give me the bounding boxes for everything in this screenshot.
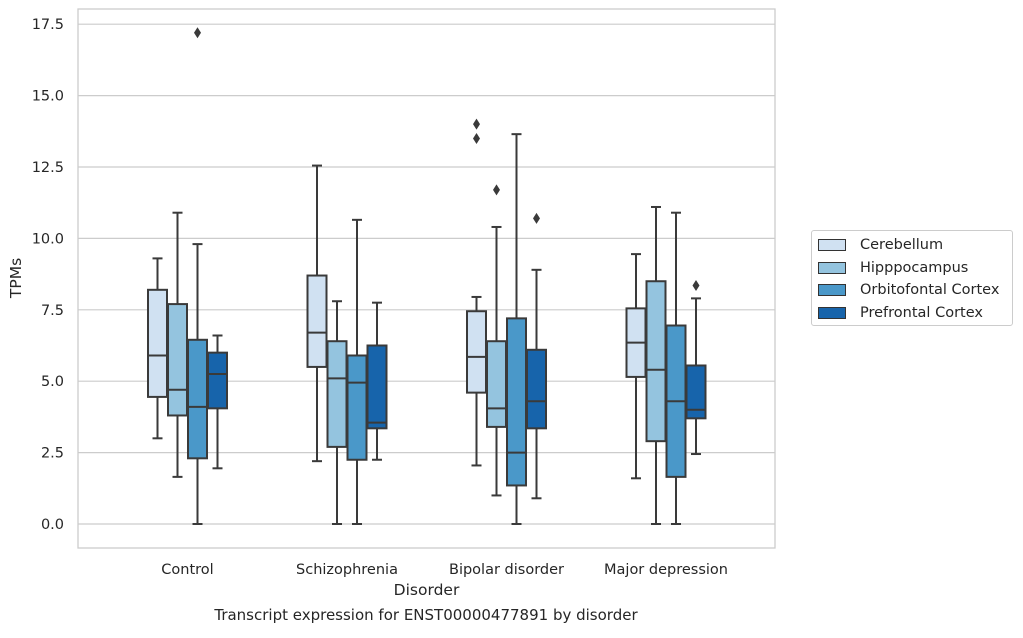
plot-frame xyxy=(77,8,776,549)
legend-swatch xyxy=(818,239,846,252)
box-orbitofontal-cortex-3 xyxy=(665,211,687,525)
box-hipppocampus-1 xyxy=(326,300,348,525)
box-prefrontal-cortex-2 xyxy=(526,212,547,500)
box-iqr xyxy=(346,354,368,461)
legend-item: Hipppocampus xyxy=(818,257,1012,280)
y-tick-label: 10.0 xyxy=(32,231,64,247)
box-cerebellum-0 xyxy=(147,257,168,440)
x-axis-label: Disorder xyxy=(394,581,460,599)
box-iqr xyxy=(506,317,527,487)
box-orbitofontal-cortex-2 xyxy=(506,133,527,525)
y-tick-label: 17.5 xyxy=(32,17,64,33)
x-tick-label: Control xyxy=(161,562,213,578)
box-iqr xyxy=(187,338,208,460)
outlier-point xyxy=(194,27,201,39)
box-hipppocampus-2 xyxy=(486,184,507,497)
box-iqr xyxy=(306,274,328,368)
box-cerebellum-1 xyxy=(306,164,328,463)
legend-swatch xyxy=(818,284,846,297)
legend: Cerebellum Hipppocampus Orbitofontal Corte… xyxy=(811,230,1013,326)
outlier-point xyxy=(473,118,480,130)
legend-swatch xyxy=(818,306,846,319)
box-iqr xyxy=(167,303,188,417)
box-prefrontal-cortex-3 xyxy=(685,280,707,456)
outlier-point xyxy=(533,212,540,224)
legend-item: Cerebellum xyxy=(818,234,1012,257)
x-tick-label: Major depression xyxy=(604,562,728,578)
box-iqr xyxy=(466,310,487,394)
y-tick-label: 7.5 xyxy=(41,303,64,319)
x-tick-label: Bipolar disorder xyxy=(449,562,564,578)
box-iqr xyxy=(685,364,707,420)
box-iqr xyxy=(526,348,547,430)
box-iqr xyxy=(486,340,507,428)
x-tick-label: Schizophrenia xyxy=(296,562,398,578)
legend-label: Orbitofontal Cortex xyxy=(860,282,1000,299)
box-iqr xyxy=(326,340,348,448)
legend-item: Prefrontal Cortex xyxy=(818,302,1012,325)
y-axis-label: TPMs xyxy=(7,258,25,299)
outlier-point xyxy=(473,132,480,144)
y-tick-label: 15.0 xyxy=(32,89,64,105)
box-iqr xyxy=(366,344,388,430)
box-cerebellum-3 xyxy=(625,253,647,480)
box-cerebellum-2 xyxy=(466,118,487,467)
box-orbitofontal-cortex-1 xyxy=(346,218,368,525)
box-iqr xyxy=(207,351,228,410)
legend-swatch xyxy=(818,261,846,274)
y-tick-label: 5.0 xyxy=(41,374,64,390)
box-iqr xyxy=(147,288,168,398)
legend-label: Cerebellum xyxy=(860,237,944,254)
box-prefrontal-cortex-1 xyxy=(366,301,388,461)
legend-item: Orbitofontal Cortex xyxy=(818,279,1012,302)
y-tick-label: 0.0 xyxy=(41,517,64,533)
outlier-point xyxy=(493,184,500,196)
box-orbitofontal-cortex-0 xyxy=(187,27,208,525)
outlier-point xyxy=(692,280,700,292)
box-prefrontal-cortex-0 xyxy=(207,334,228,470)
legend-label: Prefrontal Cortex xyxy=(860,304,983,321)
y-tick-label: 12.5 xyxy=(32,160,64,176)
y-tick-label: 2.5 xyxy=(41,446,64,462)
legend-label: Hipppocampus xyxy=(860,259,969,276)
figure-caption: Transcript expression for ENST0000047789… xyxy=(214,606,638,624)
box-iqr xyxy=(645,280,667,443)
box-hipppocampus-0 xyxy=(167,211,188,478)
box-hipppocampus-3 xyxy=(645,205,667,525)
